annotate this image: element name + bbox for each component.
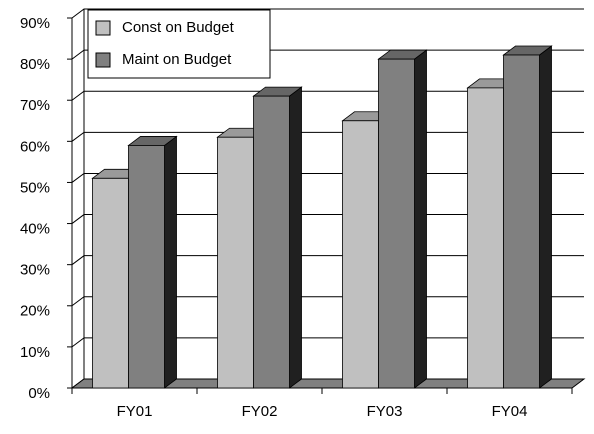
y-tick-label: 20%	[20, 303, 50, 320]
bar	[92, 177, 129, 389]
bar-side	[414, 49, 427, 389]
y-tick-label: 40%	[20, 221, 50, 238]
y-tick-label: 0%	[28, 385, 50, 402]
legend-swatch	[95, 52, 111, 68]
legend-swatch	[95, 20, 111, 36]
bar-side	[289, 86, 302, 389]
bar-side	[164, 135, 177, 389]
x-tick-label: FY04	[492, 403, 528, 420]
bar	[217, 136, 254, 389]
legend-label: Const on Budget	[122, 19, 235, 36]
y-tick-label: 80%	[20, 56, 50, 73]
bar-side	[539, 45, 552, 389]
y-tick-label: 90%	[20, 15, 50, 32]
bar	[503, 54, 540, 389]
grid-line	[71, 8, 584, 19]
y-tick-label: 10%	[20, 344, 50, 361]
bar	[128, 145, 165, 389]
x-tick-label: FY01	[117, 403, 153, 420]
bar	[467, 87, 504, 389]
bar	[378, 58, 415, 389]
y-tick-label: 60%	[20, 138, 50, 155]
y-tick-label: 30%	[20, 262, 50, 279]
x-tick-label: FY03	[367, 403, 403, 420]
x-tick-label: FY02	[242, 403, 278, 420]
legend-label: Maint on Budget	[122, 51, 232, 68]
y-tick-label: 70%	[20, 97, 50, 114]
legend-box	[87, 9, 271, 79]
bar	[253, 95, 290, 389]
bar	[342, 120, 379, 389]
y-tick-label: 50%	[20, 179, 50, 196]
